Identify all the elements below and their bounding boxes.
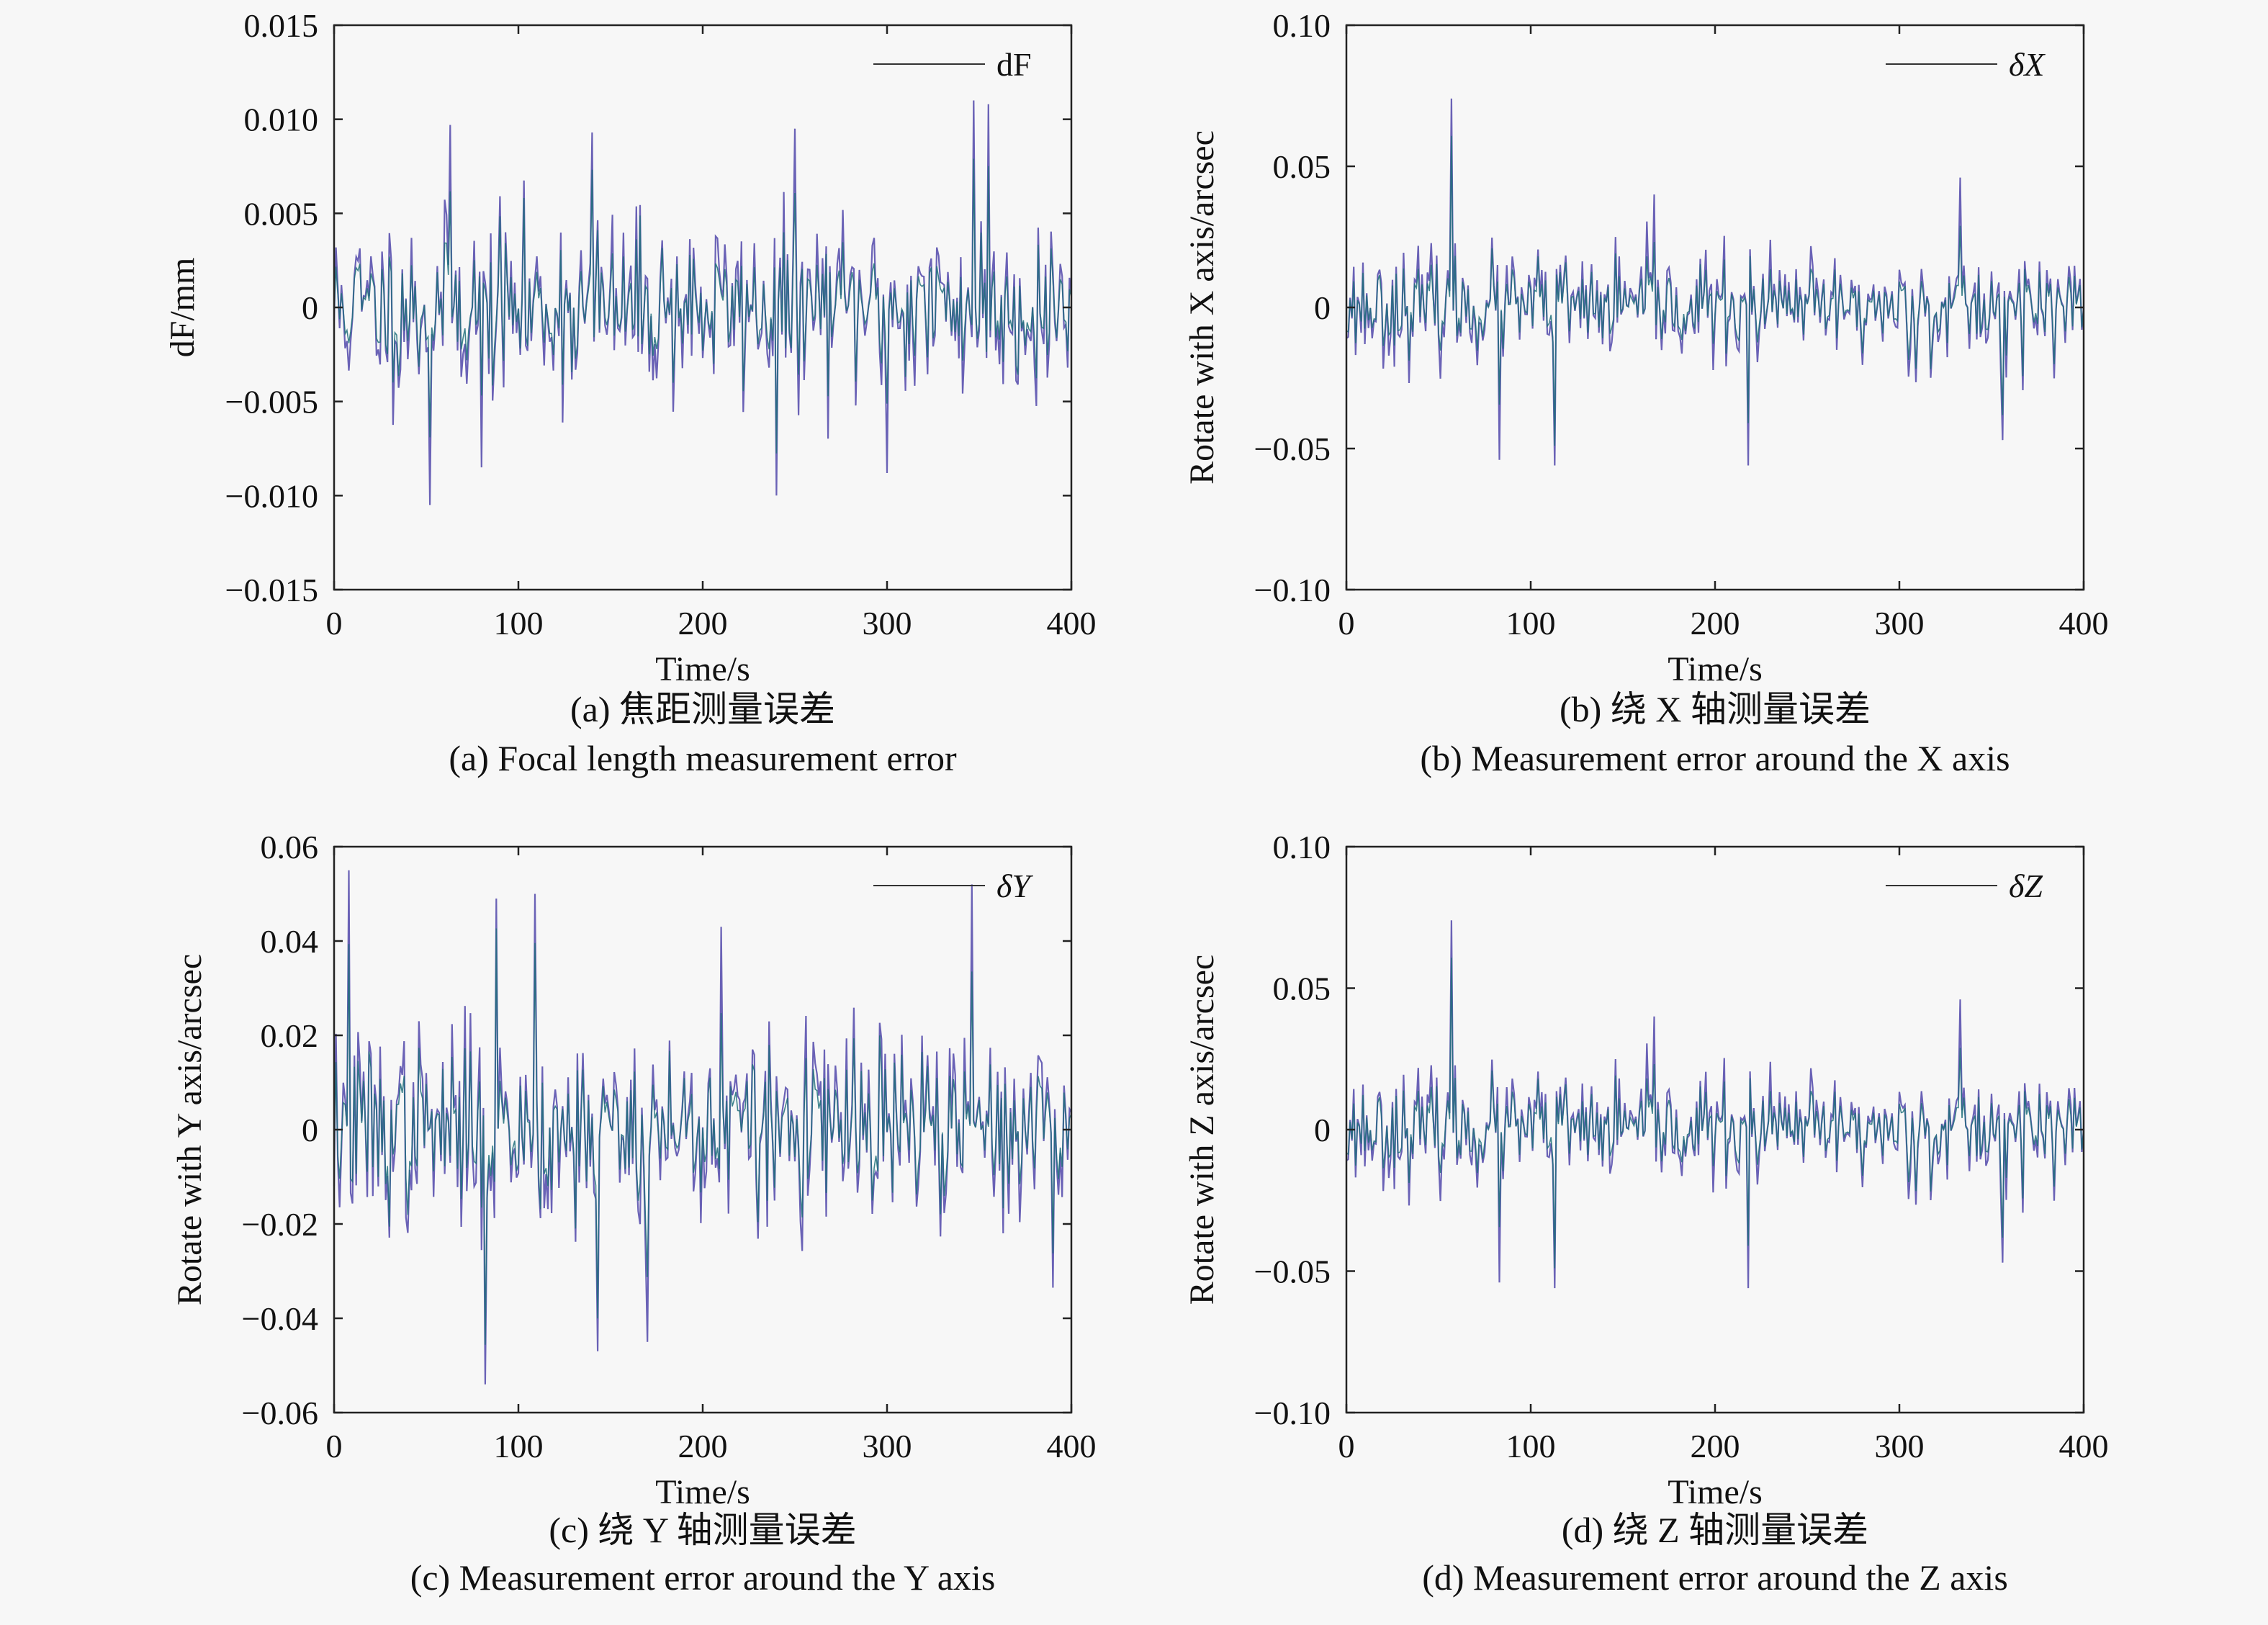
x-tick-label-a: 100 <box>494 605 544 642</box>
legend-label-c: δY <box>996 868 1033 904</box>
y-tick-label-d: 0.05 <box>1273 971 1331 1007</box>
x-tick-label-d: 400 <box>2059 1428 2109 1464</box>
x-tick-label-c: 0 <box>326 1428 343 1464</box>
y-tick-label-b: −0.05 <box>1254 431 1331 467</box>
y-tick-label-c: 0.02 <box>261 1017 319 1054</box>
y-tick-label-c: −0.04 <box>242 1300 318 1337</box>
y-axis-title-a: dF/mm <box>163 258 202 358</box>
series-line-overlay-a <box>333 158 1072 454</box>
y-tick-label-a: −0.010 <box>225 477 318 514</box>
caption-cn-b: (b) 绕 X 轴测量误差 <box>1560 689 1871 729</box>
series-line-overlay-b <box>1346 135 2084 446</box>
x-axis-title-c: Time/s <box>655 1473 750 1511</box>
x-axis-title-b: Time/s <box>1668 650 1763 688</box>
x-tick-label-c: 200 <box>678 1428 728 1464</box>
y-tick-label-c: 0 <box>302 1112 318 1148</box>
caption-en-c: (c) Measurement error around the Y axis <box>410 1557 996 1598</box>
caption-cn-a: (a) 焦距测量误差 <box>570 689 835 729</box>
x-tick-label-d: 100 <box>1506 1428 1556 1464</box>
series-line-overlay-d <box>1346 958 2084 1269</box>
caption-cn-c: (c) 绕 Y 轴测量误差 <box>549 1510 856 1550</box>
y-tick-label-a: 0.010 <box>244 102 319 138</box>
caption-en-a: (a) Focal length measurement error <box>449 738 957 778</box>
x-tick-label-a: 200 <box>678 605 728 642</box>
x-tick-label-b: 100 <box>1506 605 1556 642</box>
x-tick-label-d: 0 <box>1338 1428 1355 1464</box>
panel-d: 0 100 200 300 400 −0.10 −0.05 0 0.05 0.10 Time/s Ro… <box>1183 829 2109 1598</box>
y-tick-label-d: −0.10 <box>1254 1395 1331 1431</box>
x-axis-title-a: Time/s <box>655 650 750 688</box>
x-axis-title-d: Time/s <box>1668 1473 1763 1511</box>
x-tick-label-a: 300 <box>863 605 912 642</box>
y-tick-label-a: 0.005 <box>244 195 319 232</box>
y-tick-label-b: 0 <box>1314 289 1331 326</box>
series-line-c <box>333 870 1072 1385</box>
panel-b: 0 100 200 300 400 −0.10 −0.05 0 0.05 0.10 Time/s Ro… <box>1183 7 2109 778</box>
y-tick-label-a: −0.015 <box>225 572 318 608</box>
y-tick-label-a: 0 <box>302 289 318 326</box>
x-tick-label-a: 0 <box>326 605 343 642</box>
caption-cn-d: (d) 绕 Z 轴测量误差 <box>1562 1510 1868 1550</box>
caption-en-d: (d) Measurement error around the Z axis <box>1422 1557 2008 1598</box>
y-tick-label-c: −0.02 <box>242 1206 318 1243</box>
y-axis-title-d: Rotate with Z axis/arcsec <box>1183 955 1221 1305</box>
x-tick-label-b: 400 <box>2059 605 2109 642</box>
x-tick-label-c: 400 <box>1047 1428 1097 1464</box>
y-tick-label-d: 0 <box>1314 1112 1331 1148</box>
y-tick-label-b: 0.10 <box>1273 7 1331 44</box>
panel-c: 0 100 200 300 400 −0.06 −0.04 −0.02 0 0.02 0.04 0.0… <box>171 829 1097 1598</box>
series-line-b <box>1346 98 2085 466</box>
y-tick-label-a: −0.005 <box>225 384 318 420</box>
series-line-overlay-c <box>333 928 1072 1345</box>
series-line-d <box>1346 920 2085 1289</box>
x-tick-label-d: 200 <box>1691 1428 1740 1464</box>
y-tick-label-c: 0.06 <box>261 829 319 865</box>
y-tick-label-c: −0.06 <box>242 1395 318 1431</box>
legend-label-d: δZ <box>2009 868 2043 904</box>
y-axis-title-c: Rotate with Y axis/arcsec <box>171 954 209 1305</box>
x-tick-label-a: 400 <box>1047 605 1097 642</box>
x-tick-label-d: 300 <box>1875 1428 1925 1464</box>
x-tick-label-b: 300 <box>1875 605 1925 642</box>
y-axis-title-b: Rotate with X axis/arcsec <box>1183 130 1221 485</box>
y-tick-label-a: 0.015 <box>244 7 319 44</box>
y-tick-label-d: −0.05 <box>1254 1253 1331 1290</box>
x-tick-label-c: 100 <box>494 1428 544 1464</box>
y-tick-label-b: −0.10 <box>1254 572 1331 608</box>
panel-a: 0 100 200 300 400 −0.015 −0.010 −0.005 0 0.005 0.0… <box>163 7 1097 778</box>
y-tick-label-c: 0.04 <box>261 923 319 960</box>
x-tick-label-b: 0 <box>1338 605 1355 642</box>
x-tick-label-b: 200 <box>1691 605 1740 642</box>
legend-label-a: dF <box>996 46 1032 83</box>
x-tick-label-c: 300 <box>863 1428 912 1464</box>
legend-label-b: δX <box>2009 46 2046 83</box>
y-tick-label-d: 0.10 <box>1273 829 1331 865</box>
y-tick-label-b: 0.05 <box>1273 148 1331 185</box>
caption-en-b: (b) Measurement error around the X axis <box>1420 738 2010 778</box>
